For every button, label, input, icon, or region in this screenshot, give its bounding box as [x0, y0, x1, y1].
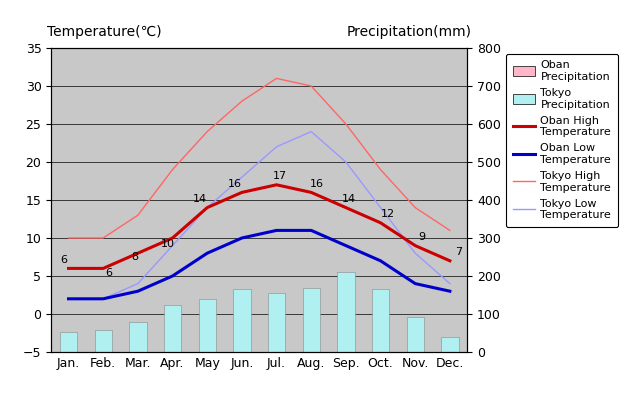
Text: 16: 16 [309, 178, 323, 189]
Bar [233, 289, 250, 352]
Bar [406, 317, 424, 352]
Bar [337, 272, 355, 352]
Bar [372, 289, 389, 352]
Bar [129, 322, 147, 352]
Text: 8: 8 [131, 252, 138, 262]
Text: 17: 17 [273, 171, 287, 181]
Text: Temperature(℃): Temperature(℃) [47, 25, 162, 39]
Text: 14: 14 [193, 194, 207, 204]
Text: 16: 16 [228, 178, 242, 189]
Text: 12: 12 [380, 209, 394, 219]
Text: 10: 10 [161, 239, 174, 249]
Bar [303, 288, 320, 352]
Text: 9: 9 [419, 232, 426, 242]
Bar [95, 330, 112, 352]
Bar [268, 294, 285, 352]
Bar [441, 337, 458, 352]
Text: 6: 6 [60, 254, 67, 265]
Bar [164, 304, 181, 352]
Text: Precipitation(mm): Precipitation(mm) [346, 25, 471, 39]
Bar [60, 332, 77, 352]
Legend: Oban
Precipitation, Tokyo
Precipitation, Oban High
Temperature, Oban Low
Tempera: Oban Precipitation, Tokyo Precipitation,… [506, 54, 618, 227]
Text: 6: 6 [105, 268, 112, 278]
Text: 7: 7 [455, 247, 462, 257]
Bar [198, 299, 216, 352]
Text: 14: 14 [342, 194, 356, 204]
